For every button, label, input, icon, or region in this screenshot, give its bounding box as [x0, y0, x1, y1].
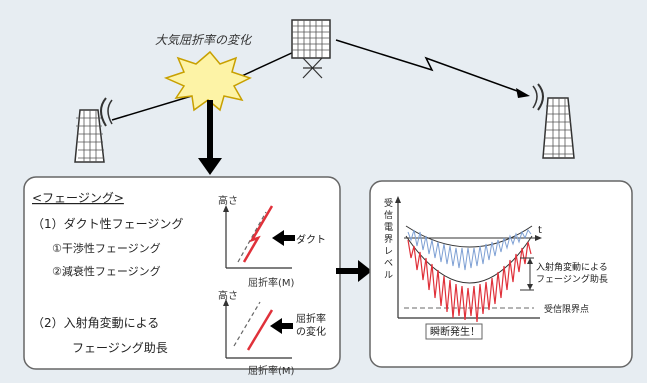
chart1-ylabel: 高さ — [218, 194, 238, 207]
attenuation-fading-label: ②減衰性フェージング — [52, 264, 161, 278]
duct-profile-chart: 高さ ダクト 屈折率(M) — [218, 194, 326, 289]
chart2-xlabel: 屈折率(M) — [248, 364, 295, 377]
right-antenna-tower — [532, 83, 575, 159]
duct-profile-line — [242, 205, 274, 263]
duct-annotation: ダクト — [296, 233, 326, 246]
radio-link-right — [335, 39, 521, 93]
incident-angle-label-2: フェージング助長 — [72, 341, 168, 355]
refraction-annotation-2: の変化 — [296, 325, 326, 338]
signal-level-panel — [369, 180, 633, 368]
interference-fading-label: ①干渉性フェージング — [52, 241, 161, 255]
threshold-label: 受信限界点 — [544, 303, 589, 315]
fading-enhance-label-2: フェージング助長 — [536, 273, 608, 285]
right-arrow — [336, 260, 372, 282]
fading-title: <フェージング> — [32, 191, 124, 205]
t-axis-label: t — [538, 225, 542, 236]
down-arrow — [198, 100, 222, 175]
signal-ylabel: 受信電界レベル — [384, 197, 393, 281]
fading-enhance-label-1: 入射角変動による — [536, 261, 608, 273]
refraction-profile-chart: 高さ 屈折率 の変化 屈折率(M) — [218, 289, 326, 377]
signal-level-chart: 受信電界レベル t 受信限界点 入射角変動による フェージング助長 瞬断発生！ — [384, 196, 608, 340]
chart1-xlabel: 屈折率(M) — [248, 276, 295, 289]
chart2-ylabel: 高さ — [218, 289, 238, 302]
refraction-profile-line — [246, 309, 274, 351]
blue-signal-trace — [407, 228, 532, 271]
outage-label: 瞬断発生！ — [430, 325, 480, 338]
left-antenna-tower — [74, 97, 113, 163]
outage-box — [425, 323, 483, 340]
relay-antenna-panel — [291, 19, 331, 79]
lower-envelope — [405, 235, 533, 284]
duct-fading-label: （1）ダクト性フェージング — [32, 216, 183, 231]
red-signal-trace — [407, 239, 532, 323]
refraction-annotation-1: 屈折率 — [296, 312, 326, 325]
incident-angle-label-1: （2）入射角変動による — [32, 315, 159, 330]
refraction-change-label: 大気屈折率の変化 — [155, 33, 253, 47]
arrowhead-to-station — [516, 88, 530, 98]
